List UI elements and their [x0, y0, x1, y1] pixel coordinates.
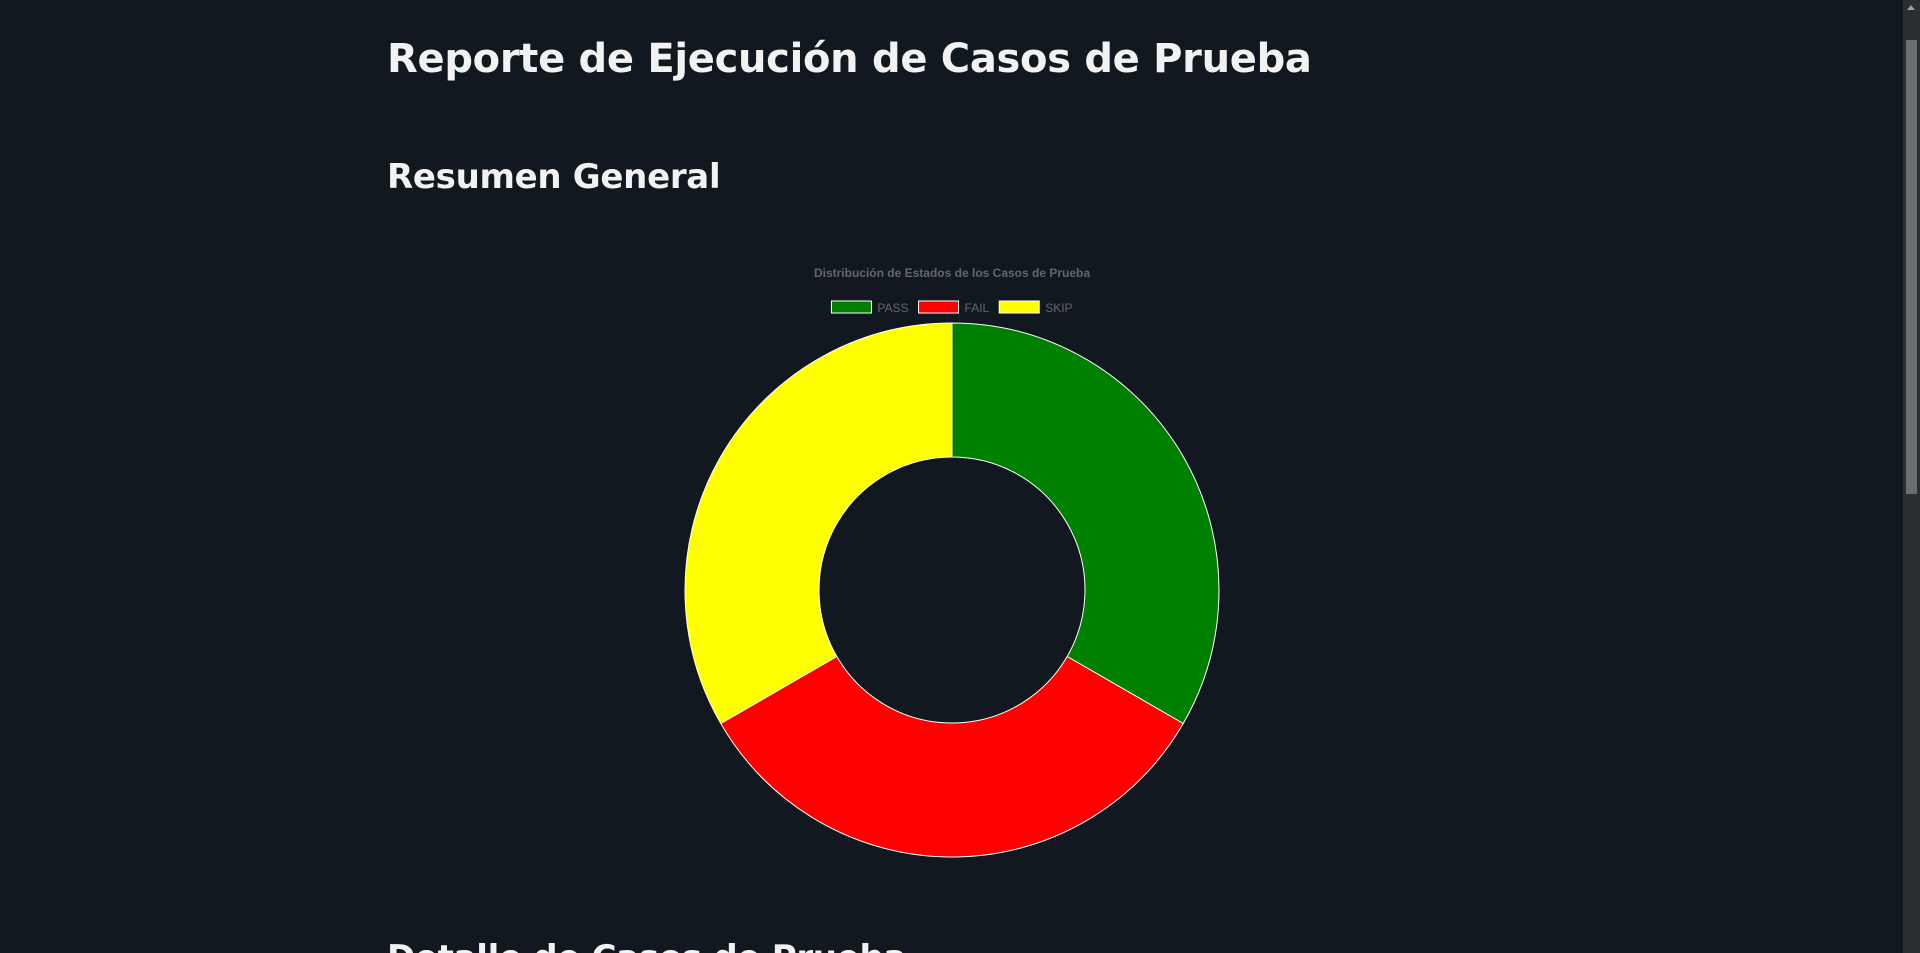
scrollbar-thumb[interactable]	[1906, 40, 1917, 494]
slice-fail[interactable]	[720, 655, 1184, 858]
legend-swatch-pass[interactable]	[830, 300, 872, 314]
legend-label-pass[interactable]: PASS	[877, 301, 908, 315]
chart-legend: PASS FAIL SKIP	[830, 300, 1073, 315]
legend-swatch-skip[interactable]	[998, 300, 1040, 314]
legend-label-fail[interactable]: FAIL	[965, 301, 990, 315]
legend-label-skip[interactable]: SKIP	[1045, 301, 1072, 315]
summary-heading: Resumen General	[387, 157, 721, 197]
details-heading: Detalle de Casos de Prueba	[387, 938, 906, 953]
chart-slices	[684, 322, 1220, 858]
slice-pass[interactable]	[951, 322, 1220, 725]
scroll-up-arrow-icon[interactable]	[1907, 5, 1915, 10]
slice-skip[interactable]	[684, 322, 953, 725]
vertical-scrollbar[interactable]	[1903, 0, 1920, 953]
page-title: Reporte de Ejecución de Casos de Prueba	[387, 36, 1312, 82]
legend-swatch-fail[interactable]	[918, 300, 960, 314]
chart-title: Distribución de Estados de los Casos de …	[814, 266, 1090, 280]
